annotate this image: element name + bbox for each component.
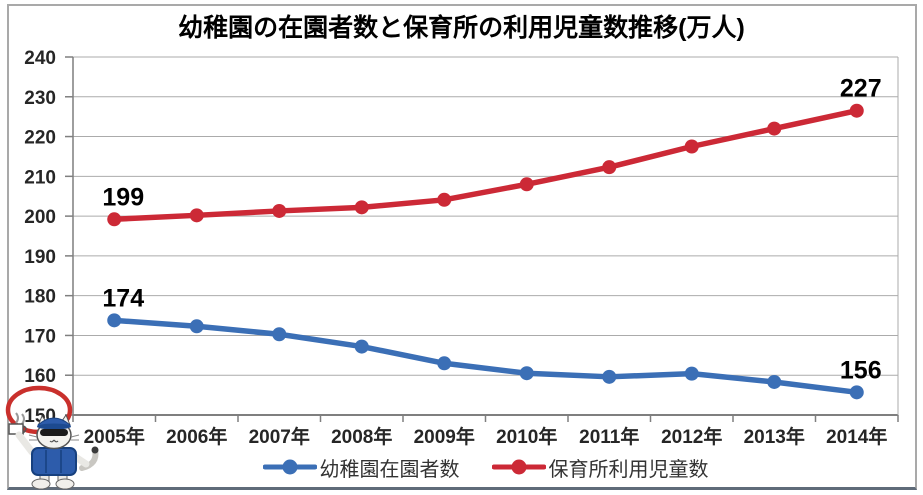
cat-foot bbox=[31, 478, 51, 490]
data-label: 174 bbox=[102, 284, 144, 312]
data-point bbox=[272, 327, 287, 342]
x-tick-label: 2010年 bbox=[496, 425, 557, 448]
data-label: 227 bbox=[840, 75, 882, 103]
y-tick-label: 180 bbox=[24, 287, 56, 308]
cat-sunglasses bbox=[40, 429, 68, 436]
cat-whiskers bbox=[28, 434, 80, 441]
data-label: 199 bbox=[102, 183, 144, 211]
data-point bbox=[107, 212, 122, 227]
x-tick-label: 2014年 bbox=[826, 425, 887, 448]
chart-title: 幼稚園の在園者数と保育所の利用児童数推移(万人) bbox=[178, 14, 745, 42]
legend-label: 保育所利用児童数 bbox=[548, 458, 709, 481]
data-point bbox=[354, 339, 369, 354]
data-label: 156 bbox=[840, 356, 882, 384]
data-point bbox=[849, 103, 864, 118]
x-tick-label: 2007年 bbox=[249, 425, 310, 448]
x-tick-label: 2005年 bbox=[84, 425, 145, 448]
y-tick-label: 170 bbox=[24, 326, 56, 347]
data-point bbox=[189, 208, 204, 223]
data-point bbox=[849, 385, 864, 400]
y-tick-label: 220 bbox=[24, 128, 56, 149]
y-tick-label: 160 bbox=[24, 366, 56, 387]
y-tick-label: 210 bbox=[24, 167, 56, 188]
data-point bbox=[684, 366, 699, 381]
data-point bbox=[602, 369, 617, 384]
data-point bbox=[437, 192, 452, 207]
data-point bbox=[437, 356, 452, 371]
series-line-0 bbox=[111, 317, 860, 396]
x-tick-label: 2006年 bbox=[166, 425, 227, 448]
legend: 幼稚園在園者数 保育所利用児童数 bbox=[73, 452, 898, 482]
cat-mascot-image bbox=[8, 412, 99, 490]
data-point bbox=[684, 139, 699, 154]
data-point bbox=[107, 313, 122, 328]
cat-mouth bbox=[49, 439, 59, 443]
y-tick-label: 240 bbox=[24, 48, 56, 69]
data-point bbox=[767, 121, 782, 136]
x-tick-label: 2012年 bbox=[661, 425, 722, 448]
cat-foot bbox=[55, 478, 75, 490]
data-point bbox=[272, 203, 287, 218]
x-tick-label: 2009年 bbox=[414, 425, 475, 448]
y-tick-label: 200 bbox=[24, 207, 56, 228]
data-point bbox=[767, 374, 782, 389]
x-tick-label: 2013年 bbox=[744, 425, 805, 448]
chart-frame bbox=[7, 4, 917, 490]
data-point bbox=[189, 319, 204, 334]
data-point bbox=[519, 177, 534, 192]
steam-icon bbox=[21, 413, 25, 425]
legend-label: 幼稚園在園者数 bbox=[319, 458, 460, 481]
legend-item-nursery: 保育所利用児童数 bbox=[491, 453, 709, 482]
data-point bbox=[602, 160, 617, 175]
cat-vest bbox=[31, 447, 77, 476]
y-tick-label: 230 bbox=[24, 88, 56, 109]
x-tick-label: 2011年 bbox=[579, 425, 639, 448]
x-tick-label: 2008年 bbox=[331, 425, 392, 448]
legend-line-marker-icon bbox=[262, 459, 317, 475]
cat-arm bbox=[15, 431, 36, 456]
y-tick-label: 190 bbox=[24, 247, 56, 268]
data-point bbox=[354, 200, 369, 215]
legend-line-marker-icon bbox=[491, 459, 546, 475]
series-line-1 bbox=[111, 107, 860, 223]
data-point bbox=[519, 366, 534, 381]
steam-icon bbox=[15, 412, 19, 424]
legend-item-kindergarten: 幼稚園在園者数 bbox=[262, 453, 460, 482]
